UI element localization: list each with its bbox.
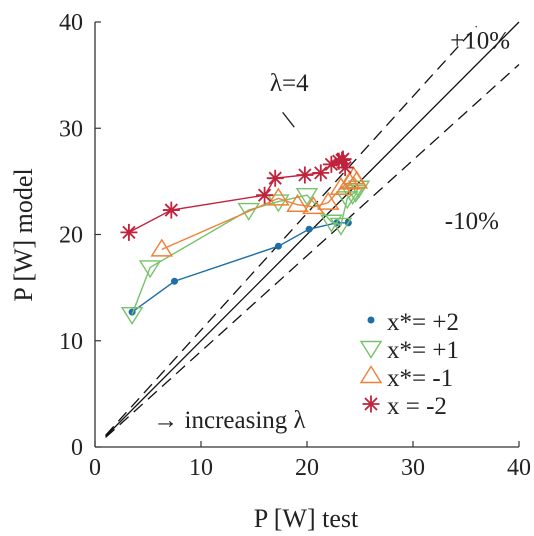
data-point-x-1 xyxy=(150,238,174,257)
legend-marker-x-1 xyxy=(359,340,383,359)
x-tick-label: 30 xyxy=(401,455,425,481)
y-tick-label: 40 xyxy=(59,10,83,36)
data-point-x-1 xyxy=(338,171,361,190)
y-tick-label: 20 xyxy=(59,223,83,249)
data-point-x-1 xyxy=(345,170,369,189)
legend-marker-x-1 xyxy=(359,365,383,384)
data-point-x-1 xyxy=(329,217,353,236)
data-point-x-1 xyxy=(286,193,309,212)
data-point-x-1 xyxy=(336,191,359,210)
data-point-x-1 xyxy=(267,194,290,213)
data-point-x-1 xyxy=(302,196,325,215)
series-x-1 xyxy=(150,166,369,257)
data-point-x-2 xyxy=(162,201,180,219)
annotation-4: λ=4 xyxy=(270,70,309,97)
annotations: +10% -10% λ=4 → increasing λ xyxy=(153,28,510,434)
legend: x*= +2x*= +1x*= -1x = -2 xyxy=(359,309,459,420)
annotation-increasing: → increasing λ xyxy=(153,407,305,434)
legend-label-x-1: x*= +1 xyxy=(387,337,459,364)
data-point-x-2 xyxy=(333,151,351,169)
data-point-x-1 xyxy=(237,202,260,221)
legend-marker-x-2 xyxy=(367,316,375,324)
y-tick-label: 10 xyxy=(59,329,83,355)
x-tick-label: 40 xyxy=(507,455,531,481)
data-point-x-1 xyxy=(320,214,343,233)
data-point-x-2 xyxy=(266,169,284,187)
reference-line-10 xyxy=(105,64,520,438)
data-point-x-1 xyxy=(295,187,319,207)
data-point-x-2 xyxy=(322,155,340,173)
data-point-x-2 xyxy=(312,164,330,182)
data-point-x-2 xyxy=(256,186,274,204)
data-point-x-2 xyxy=(171,277,178,285)
data-point-x-2 xyxy=(305,225,313,233)
legend-label-x-2: x*= +2 xyxy=(387,309,459,336)
data-point-x-1 xyxy=(329,176,353,195)
reference-line-10 xyxy=(105,25,478,436)
data-point-x-2 xyxy=(120,223,138,241)
legend-marker-x-2 xyxy=(362,395,380,413)
x-tick-label: 0 xyxy=(89,455,101,481)
series-layer xyxy=(120,150,371,326)
data-point-x-1 xyxy=(138,260,162,279)
x-tick-label: 20 xyxy=(295,455,319,481)
data-point-x-1 xyxy=(316,191,340,210)
annotation-10: -10% xyxy=(445,208,499,235)
series-x-1 xyxy=(120,180,371,326)
data-point-x-2 xyxy=(296,166,314,184)
series-line-x-2 xyxy=(131,222,349,313)
x-tick-label: 10 xyxy=(189,455,213,481)
legend-label-x-1: x*= -1 xyxy=(387,365,453,392)
lambda-pointer-line xyxy=(282,111,295,128)
y-axis-label: P [W] model xyxy=(9,168,38,301)
y-tick-label: 30 xyxy=(59,116,83,142)
annotation-10: +10% xyxy=(450,28,510,55)
y-tick-label: 0 xyxy=(71,435,83,461)
x-axis-label: P [W] test xyxy=(254,504,359,533)
data-point-x-1 xyxy=(267,187,290,206)
data-point-x-2 xyxy=(330,152,348,170)
ticks: 0 10 20 30 40 0 10 20 30 40 xyxy=(59,10,531,481)
data-point-x-2 xyxy=(274,242,282,250)
series-line-x-1 xyxy=(131,187,360,315)
data-point-x-1 xyxy=(120,306,144,326)
legend-label-x-2: x = -2 xyxy=(387,393,447,420)
series-x-2 xyxy=(120,150,354,241)
data-point-x-2 xyxy=(336,159,354,177)
